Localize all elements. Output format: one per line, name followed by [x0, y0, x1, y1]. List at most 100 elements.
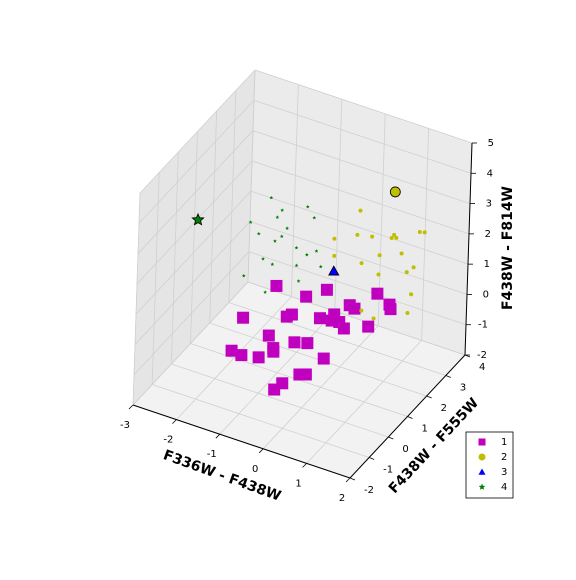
- x-tick-label: 2: [339, 493, 345, 504]
- point: [355, 232, 360, 237]
- grid-line: [136, 160, 253, 285]
- legend-box: [465, 431, 514, 499]
- tick-mark: [128, 404, 134, 410]
- point: [191, 212, 205, 226]
- grid-line: [209, 110, 218, 324]
- point: [478, 468, 486, 475]
- z-tick-label: -1: [478, 320, 488, 331]
- tick-mark: [349, 477, 356, 481]
- point: [389, 186, 401, 198]
- point: [411, 265, 416, 270]
- tick-mark: [172, 419, 177, 424]
- point: [280, 208, 285, 212]
- point: [273, 239, 277, 243]
- legend-label: 1: [501, 437, 507, 448]
- point: [285, 226, 289, 230]
- point: [263, 290, 268, 294]
- grid-line: [251, 160, 470, 235]
- z-tick-label: 5: [488, 138, 494, 149]
- tick-mark: [345, 477, 351, 483]
- legend-label: 3: [501, 467, 507, 478]
- point: [478, 483, 486, 490]
- point: [280, 310, 293, 323]
- point: [359, 261, 364, 266]
- point: [371, 316, 376, 321]
- grid-line: [152, 384, 370, 458]
- point: [312, 215, 317, 220]
- point: [279, 234, 284, 238]
- point: [404, 270, 409, 275]
- point: [389, 235, 394, 240]
- z-tick-label: 2: [485, 229, 491, 240]
- y-tick-label: 4: [479, 362, 485, 373]
- z-tick-label: -2: [477, 350, 487, 361]
- z-tick-label: 1: [484, 259, 490, 270]
- point: [343, 299, 356, 312]
- y-tick-label: -2: [364, 485, 374, 496]
- point: [256, 231, 261, 236]
- tick-mark: [215, 433, 221, 439]
- legend-label: 4: [501, 482, 507, 493]
- point: [262, 329, 275, 342]
- point: [296, 279, 301, 283]
- grid-line: [132, 281, 249, 406]
- point: [371, 287, 384, 300]
- point: [332, 253, 337, 258]
- grid-line: [190, 131, 198, 344]
- grid-line: [253, 99, 472, 174]
- z-tick-label: 0: [483, 289, 489, 300]
- y-tick-label: 3: [460, 383, 466, 394]
- point: [478, 453, 486, 461]
- grid-line: [252, 130, 471, 204]
- grid-line: [170, 151, 179, 365]
- point: [394, 235, 399, 240]
- point: [261, 256, 265, 261]
- grid-line: [228, 302, 446, 376]
- z-axis-line: [464, 142, 473, 356]
- grid-line: [334, 99, 343, 312]
- y-tick-label: 1: [422, 424, 428, 435]
- grid-line: [134, 221, 251, 345]
- point: [358, 208, 363, 213]
- point: [299, 368, 312, 381]
- y-tick-label: 2: [441, 403, 447, 414]
- point: [276, 377, 289, 390]
- point: [304, 252, 309, 257]
- tick-mark: [407, 416, 413, 419]
- y-axis-line: [349, 354, 466, 479]
- tick-mark: [445, 375, 451, 378]
- point: [300, 290, 313, 303]
- grid-line: [291, 84, 299, 297]
- grid-line: [247, 69, 256, 283]
- point: [225, 344, 238, 357]
- grid-line: [247, 281, 466, 356]
- point: [370, 234, 375, 239]
- point: [417, 230, 422, 235]
- point: [332, 236, 337, 241]
- point: [235, 349, 248, 362]
- tick-mark: [258, 448, 264, 454]
- legend-label: 2: [501, 452, 507, 463]
- y-tick-label: -1: [383, 465, 393, 476]
- x-axis-title: F336W - F438W: [161, 447, 283, 504]
- grid-line: [133, 251, 250, 375]
- z-tick-label: 4: [487, 168, 493, 179]
- grid-line: [421, 128, 429, 341]
- point: [377, 253, 382, 258]
- grid-line: [135, 190, 252, 315]
- tick-mark: [369, 457, 375, 460]
- z-axis-title: F438W - F814W: [500, 186, 516, 310]
- point: [241, 273, 246, 278]
- point: [270, 279, 283, 292]
- point: [409, 292, 414, 297]
- point: [275, 215, 280, 219]
- point: [313, 312, 326, 325]
- grid-line: [137, 130, 254, 254]
- point: [320, 283, 333, 296]
- point: [252, 351, 265, 364]
- point: [248, 220, 253, 224]
- x-tick-label: -2: [163, 435, 173, 446]
- point: [237, 311, 250, 324]
- point: [384, 303, 397, 316]
- legend: 1 2 3 4: [465, 431, 514, 499]
